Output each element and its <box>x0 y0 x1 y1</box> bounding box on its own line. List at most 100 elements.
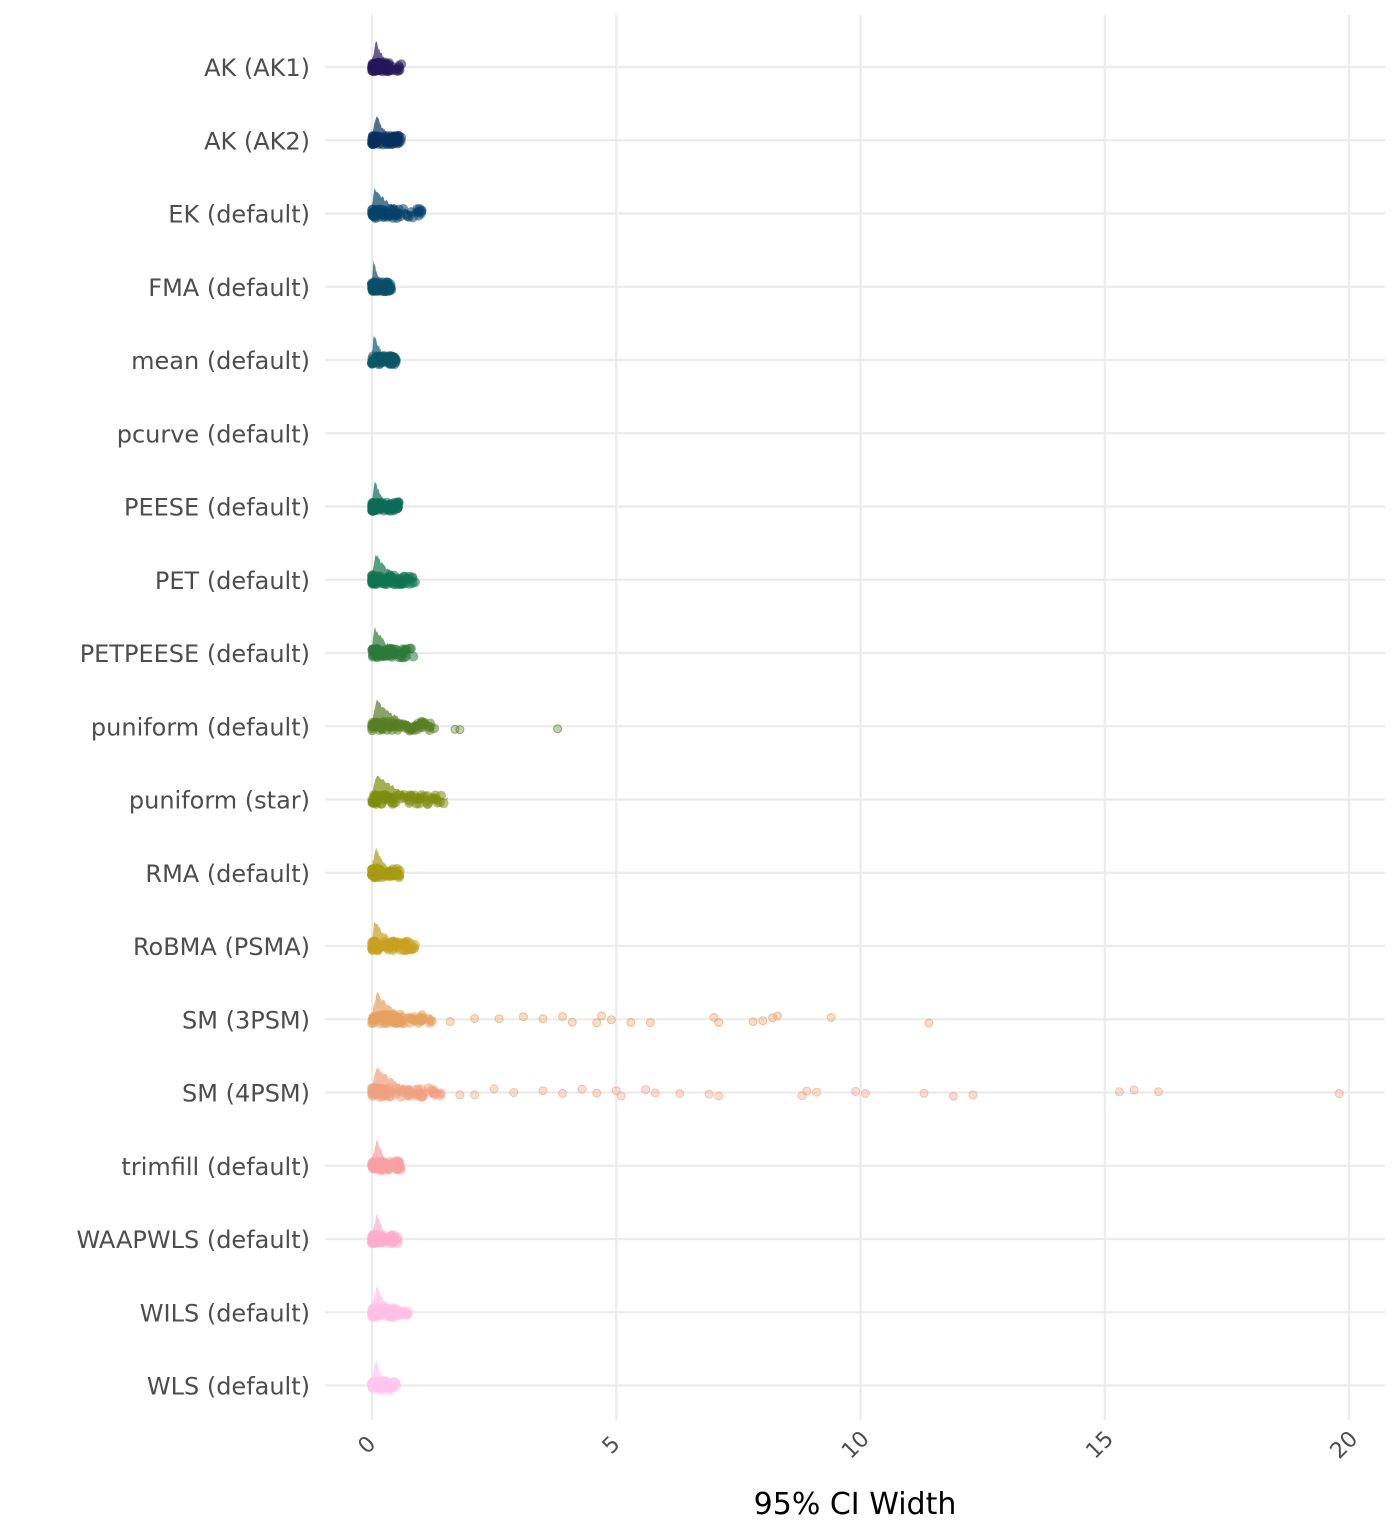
point-16-59 <box>379 211 390 221</box>
outlier-5-7 <box>592 1018 602 1028</box>
point-14-69 <box>377 351 388 362</box>
point-15-69 <box>385 279 396 290</box>
category-labels: WLS (default) WILS (default) WAAPWLS (defa… <box>76 54 310 1401</box>
x-tick-label-1: 5 <box>598 1432 626 1460</box>
point-4-64 <box>367 1091 378 1101</box>
point-6-66 <box>372 945 383 956</box>
outlier-5-1 <box>470 1014 480 1023</box>
category-label-11: PET (default) <box>155 567 310 595</box>
outlier-4-11 <box>650 1088 660 1098</box>
points-layer <box>367 57 1344 1395</box>
outlier-5-3 <box>518 1012 528 1022</box>
outlier-4-7 <box>592 1088 602 1098</box>
category-label-15: FMA (default) <box>148 274 310 302</box>
x-tick-label-2: 10 <box>837 1427 874 1464</box>
outlier-5-17 <box>773 1011 782 1021</box>
outlier-4-26 <box>1334 1089 1344 1099</box>
outlier-9-1 <box>455 725 465 735</box>
point-10-67 <box>367 644 378 655</box>
outlier-5-6 <box>567 1017 577 1027</box>
category-label-14: mean (default) <box>131 347 310 375</box>
x-tick-label-0: 0 <box>354 1432 382 1460</box>
point-1-69 <box>382 1307 393 1318</box>
outlier-5-10 <box>626 1017 636 1027</box>
point-4-67 <box>416 1091 427 1102</box>
point-14-68 <box>386 351 397 362</box>
point-2-69 <box>368 1234 379 1245</box>
category-label-6: RoBMA (PSMA) <box>133 933 310 961</box>
category-label-7: RMA (default) <box>145 860 310 888</box>
point-7-69 <box>373 869 383 880</box>
point-5-67 <box>393 1013 404 1024</box>
point-9-68 <box>382 724 393 735</box>
outlier-4-16 <box>802 1086 812 1096</box>
point-5-63 <box>417 1014 428 1025</box>
point-10-6 <box>408 651 419 662</box>
point-6-62 <box>370 937 381 948</box>
density-layer <box>372 41 448 1386</box>
point-8-62 <box>412 793 423 804</box>
point-17-68 <box>369 138 380 149</box>
grid-layer <box>325 15 1385 1420</box>
point-15-62 <box>368 279 379 289</box>
outlier-5-4 <box>538 1014 548 1024</box>
point-18-64 <box>394 64 405 75</box>
point-8-68 <box>367 794 378 805</box>
outlier-5-9 <box>606 1015 616 1025</box>
point-9-48 <box>424 725 435 735</box>
outlier-4-13 <box>704 1089 714 1099</box>
category-label-0: WLS (default) <box>147 1373 310 1401</box>
outlier-4-25 <box>1154 1087 1163 1097</box>
point-3-69 <box>378 1157 389 1168</box>
outlier-5-11 <box>645 1018 655 1028</box>
point-12-69 <box>374 501 385 512</box>
point-4-63 <box>423 1083 434 1094</box>
point-1-68 <box>368 1303 379 1314</box>
point-5-69 <box>381 1018 392 1029</box>
outlier-5-13 <box>714 1018 724 1027</box>
outlier-5-16 <box>768 1013 778 1023</box>
point-3-57 <box>391 1156 402 1167</box>
outlier-4-12 <box>675 1089 685 1098</box>
point-8-69 <box>384 793 395 804</box>
point-0-69 <box>390 1378 401 1389</box>
point-7-64 <box>394 865 405 876</box>
point-4-69 <box>429 1089 440 1100</box>
category-label-16: EK (default) <box>168 201 310 229</box>
outlier-4-1 <box>470 1090 480 1100</box>
outlier-9-2 <box>553 724 563 734</box>
category-label-9: puniform (default) <box>91 713 310 741</box>
outlier-4-4 <box>538 1086 548 1096</box>
x-tick-labels: 0 5 10 15 20 <box>354 1427 1364 1464</box>
category-label-4: SM (4PSM) <box>182 1080 310 1108</box>
point-10-69 <box>397 644 408 655</box>
category-label-5: SM (3PSM) <box>182 1006 310 1034</box>
point-18-69 <box>377 63 388 74</box>
category-label-1: WILS (default) <box>140 1299 310 1327</box>
outlier-4-6 <box>577 1084 587 1094</box>
point-11-63 <box>395 575 405 586</box>
outlier-4-10 <box>641 1085 651 1095</box>
point-9-69 <box>416 719 427 730</box>
point-9-64 <box>393 718 404 729</box>
point-6-69 <box>391 939 402 950</box>
outlier-4-20 <box>919 1088 929 1098</box>
outlier-5-19 <box>924 1018 934 1028</box>
point-16-68 <box>412 207 423 218</box>
point-16-66 <box>393 204 404 215</box>
category-label-12: PEESE (default) <box>124 494 310 522</box>
point-14-66 <box>367 356 378 367</box>
category-label-10: PETPEESE (default) <box>80 640 310 668</box>
outlier-5-5 <box>558 1012 567 1021</box>
outlier-4-2 <box>489 1084 499 1094</box>
point-2-68 <box>381 1236 391 1247</box>
outlier-4-23 <box>1114 1087 1124 1097</box>
point-16-69 <box>370 205 381 216</box>
point-17-69 <box>391 133 402 144</box>
point-10-66 <box>374 650 385 661</box>
point-3-66 <box>367 1158 378 1169</box>
outlier-4-14 <box>714 1091 724 1101</box>
outlier-5-18 <box>826 1013 836 1022</box>
point-8-64 <box>432 797 443 808</box>
